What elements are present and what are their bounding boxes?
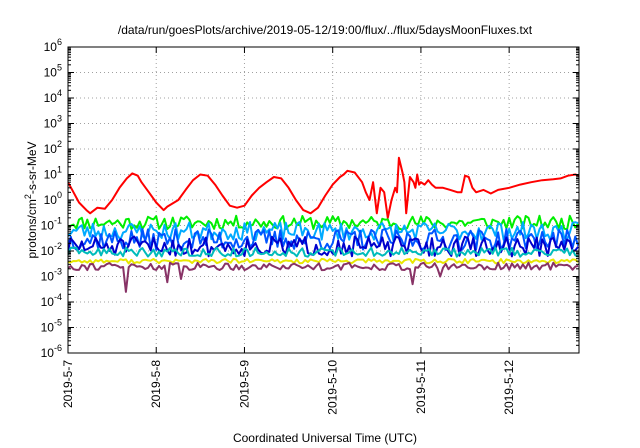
y-tick-label: 10-1: [41, 216, 62, 233]
series-line-8: [68, 261, 579, 293]
x-axis: 2019-5-7 2019-5-8 2019-5-9 2019-5-10 2019-5-…: [61, 47, 516, 415]
y-tick-label: 106: [44, 37, 62, 54]
y-axis: 10-6 10-5 10-4 10-3 10-2 10-1 100 101 102 103 104 1…: [41, 37, 579, 360]
x-tick-label: 2019-5-7: [61, 360, 75, 408]
series-line-7: [68, 257, 579, 265]
y-tick-label: 104: [44, 88, 62, 105]
y-tick-label: 10-2: [41, 241, 62, 258]
y-axis-label-post: -s-sr-MeV: [25, 141, 39, 194]
y-axis-label-pre: protons/cm: [25, 199, 39, 258]
series-line-5: [68, 235, 579, 258]
x-tick-label: 2019-5-10: [326, 360, 340, 415]
series-line-6: [68, 246, 579, 258]
y-tick-label: 103: [44, 114, 62, 131]
y-tick-label: 10-3: [41, 267, 62, 284]
chart-title: /data/run/goesPlots/archive/2019-05-12/1…: [118, 23, 533, 37]
series-line-1: [68, 156, 579, 219]
x-axis-label: Coordinated Universal Time (UTC): [233, 431, 417, 445]
x-tick-label: 2019-5-12: [502, 360, 516, 415]
y-tick-label: 10-6: [41, 343, 62, 360]
series-line-3: [68, 221, 579, 242]
y-tick-label: 10-4: [41, 292, 62, 309]
x-tick-label: 2019-5-11: [414, 360, 428, 414]
x-tick-label: 2019-5-9: [237, 360, 251, 408]
y-axis-label-sup: 2: [23, 194, 33, 199]
y-tick-label: 100: [44, 190, 62, 207]
grid-lines: [68, 47, 579, 353]
y-axis-label: protons/cm2-s-sr-MeV: [23, 141, 39, 258]
y-tick-label: 102: [44, 139, 62, 156]
x-tick-label: 2019-5-8: [149, 360, 163, 408]
series-layer: [68, 156, 579, 293]
y-tick-label: 10-5: [41, 318, 62, 335]
y-tick-label: 105: [44, 63, 62, 80]
y-tick-label: 101: [44, 165, 62, 182]
